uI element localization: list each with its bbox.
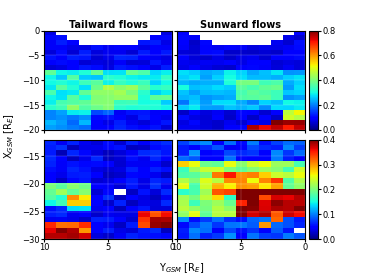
Text: Y$_{GSM}$ [R$_E$]: Y$_{GSM}$ [R$_E$] [158, 261, 204, 275]
Title: Tailward flows: Tailward flows [69, 20, 147, 30]
Title: Sunward flows: Sunward flows [200, 20, 281, 30]
Text: X$_{GSM}$ [R$_E$]: X$_{GSM}$ [R$_E$] [2, 113, 16, 159]
